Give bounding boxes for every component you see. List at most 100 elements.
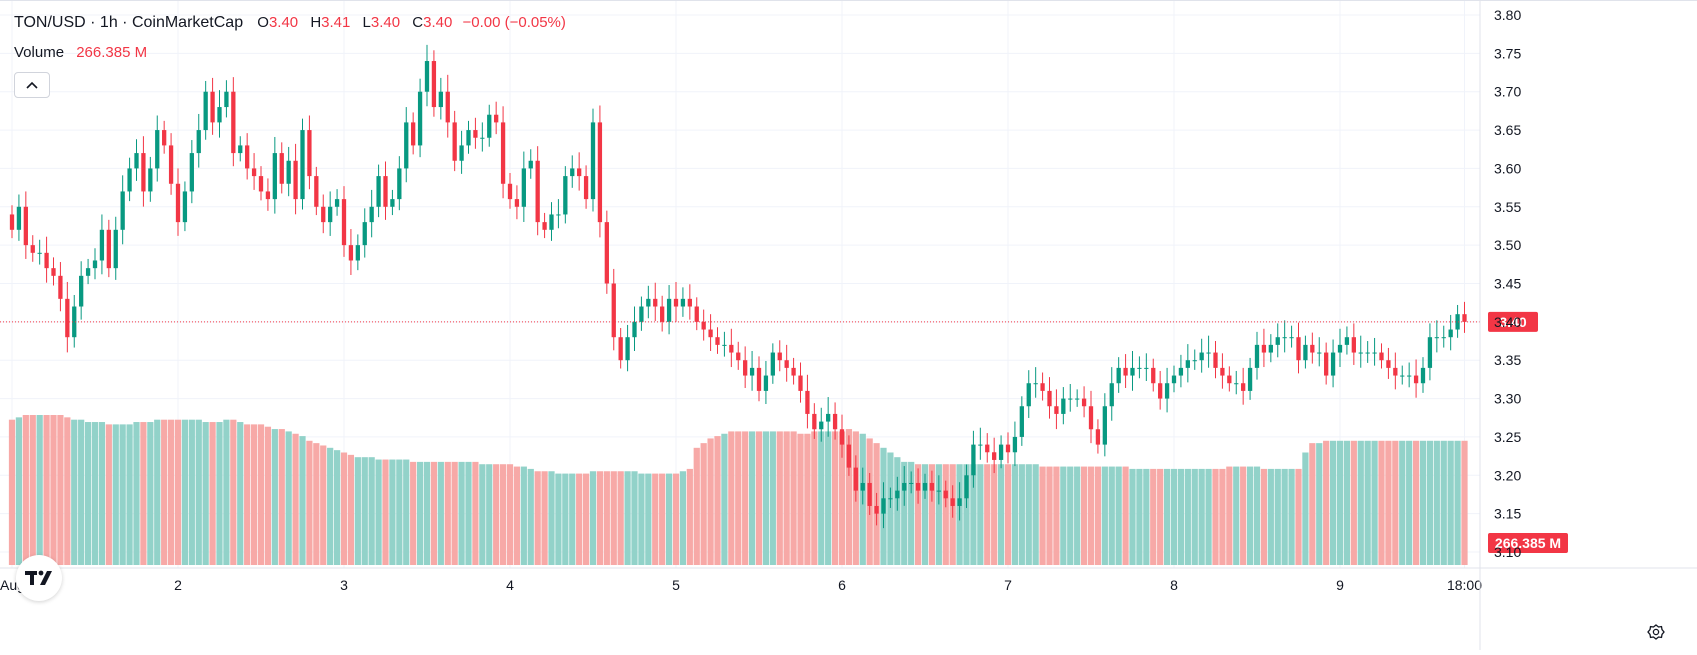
volume-bar xyxy=(410,461,417,565)
volume-bar xyxy=(742,431,749,565)
volume-bar xyxy=(154,419,161,565)
volume-bar xyxy=(91,422,99,565)
price-tick-label: 3.45 xyxy=(1494,276,1521,292)
volume-bar xyxy=(327,447,334,565)
volume-bar xyxy=(1288,468,1295,565)
candle-body xyxy=(417,91,423,146)
candle-body xyxy=(1164,383,1170,399)
volume-bar xyxy=(278,429,285,565)
time-tick-label: 4 xyxy=(506,577,514,593)
candle-body xyxy=(79,275,84,307)
candle-body xyxy=(376,176,381,207)
volume-bar xyxy=(548,471,555,565)
volume-bar xyxy=(1177,468,1185,565)
volume-bar xyxy=(665,473,673,565)
volume-bar xyxy=(1240,466,1247,565)
time-tick-label: 9 xyxy=(1336,577,1344,593)
volume-bar xyxy=(188,419,195,565)
volume-bar xyxy=(1129,468,1136,565)
candle-body xyxy=(1254,344,1260,368)
volume-bar xyxy=(997,464,1005,565)
volume-bar xyxy=(693,447,700,565)
volume-label[interactable]: Volume xyxy=(14,44,65,61)
volume-bar xyxy=(320,445,327,565)
volume-bar xyxy=(1447,440,1454,565)
volume-bar xyxy=(271,429,278,565)
volume-bar xyxy=(43,415,50,565)
volume-bar xyxy=(493,464,500,565)
candle-body xyxy=(1379,352,1384,361)
candle-body xyxy=(106,229,111,269)
candle-body xyxy=(113,229,118,269)
candle-body xyxy=(860,482,865,491)
candle-body xyxy=(583,176,589,200)
candle-body xyxy=(1102,406,1107,445)
candle-body xyxy=(452,122,457,161)
candle-body xyxy=(922,482,928,491)
candle-body xyxy=(680,298,686,307)
candle-body xyxy=(445,91,450,123)
volume-bar xyxy=(1087,466,1095,565)
volume-bar xyxy=(769,431,776,565)
candle-body xyxy=(168,145,174,184)
volume-bar xyxy=(361,457,368,565)
candle-body xyxy=(1068,398,1073,400)
high-label: H xyxy=(310,14,322,31)
candle-body xyxy=(258,176,264,192)
volume-bar xyxy=(347,454,355,565)
candle-body xyxy=(390,199,395,207)
volume-bar xyxy=(894,457,901,565)
gear-icon[interactable] xyxy=(1645,621,1667,643)
tradingview-logo-icon[interactable] xyxy=(16,555,62,601)
candle-body xyxy=(99,229,105,261)
volume-bar xyxy=(555,473,562,565)
candle-body xyxy=(777,352,782,361)
price-tick-label: 3.65 xyxy=(1494,122,1521,138)
close-label: C xyxy=(412,14,424,31)
volume-badge-label: 266.385 M xyxy=(1495,535,1561,551)
volume-bar xyxy=(195,419,202,565)
volume-bar xyxy=(181,419,189,565)
volume-bar xyxy=(887,452,894,565)
price-tick-label: 3.50 xyxy=(1494,237,1521,253)
volume-bar xyxy=(1309,443,1316,565)
symbol-title[interactable]: TON/USD · 1h · CoinMarketCap xyxy=(14,14,244,31)
candle-body xyxy=(1199,352,1204,361)
candle-body xyxy=(895,490,900,499)
volume-bar xyxy=(1205,468,1212,565)
volume-bar xyxy=(963,464,970,565)
volume-bar xyxy=(1461,440,1468,565)
collapse-legend-button[interactable] xyxy=(14,72,50,98)
candle-body xyxy=(1317,352,1322,354)
volume-bar xyxy=(1378,440,1385,565)
volume-bar xyxy=(1406,440,1413,565)
volume-bar xyxy=(638,473,645,565)
candle-body xyxy=(708,329,713,338)
candle-body xyxy=(1455,314,1460,330)
candle-body xyxy=(1144,367,1149,369)
candle-body xyxy=(334,199,340,207)
open-value: 3.40 xyxy=(268,14,299,31)
volume-bar xyxy=(244,424,251,565)
candle-body xyxy=(44,252,49,269)
volume-bar xyxy=(1233,466,1240,565)
candle-body xyxy=(992,452,997,460)
price-tick-label: 3.55 xyxy=(1494,199,1521,215)
candle-body xyxy=(85,268,91,276)
volume-bar xyxy=(603,471,610,565)
candle-body xyxy=(1040,383,1045,391)
volume-bar xyxy=(1122,466,1129,565)
volume-bar xyxy=(1260,468,1268,565)
volume-bar xyxy=(1440,440,1447,565)
candle-body xyxy=(957,498,962,506)
volume-bar xyxy=(1357,440,1364,565)
volume-bar xyxy=(416,461,424,565)
volume-bar xyxy=(1191,468,1198,565)
volume-bar xyxy=(1302,452,1309,565)
volume-bar xyxy=(78,419,85,565)
candle-body xyxy=(328,206,333,223)
candle-body xyxy=(1393,367,1398,376)
candle-body xyxy=(729,344,734,353)
